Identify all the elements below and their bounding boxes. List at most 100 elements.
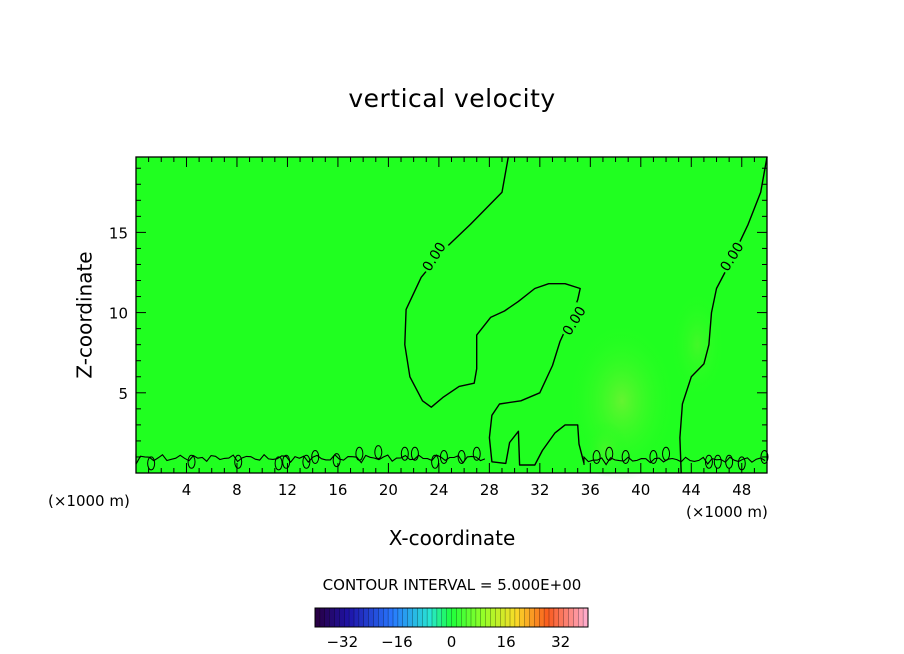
colorbar-cell [436,608,443,627]
colorbar-cell [466,608,472,627]
colorbar-tick-label: 16 [497,633,516,651]
colorbar-cell [373,608,379,627]
colorbar-cell [315,608,321,627]
colorbar-cell [514,608,521,627]
boundary-layer-contour [135,453,486,465]
y-tick-label: 10 [109,305,128,323]
colorbar-cell [505,608,511,627]
colorbar-cell [339,608,345,627]
small-contour [431,454,440,469]
x-tick-label: 20 [379,481,398,499]
colorbar-cell [388,608,394,627]
colorbar-cell [378,608,384,627]
small-contour [274,456,283,471]
colorbar-cell [393,608,399,627]
colorbar-cell [475,608,482,627]
contour-label-bg [418,237,450,276]
small-contour [439,449,448,464]
colorbar-cell [363,608,369,627]
small-contour [713,454,722,469]
small-contour [400,446,409,461]
colorbar-cell [368,608,374,627]
small-contour [472,446,481,461]
x-tick-label: 48 [732,481,751,499]
small-contour [760,449,769,464]
x-tick-label: 40 [631,481,650,499]
colorbar-cell [573,608,579,627]
colorbar-tick-label: 0 [447,633,457,651]
y-tick-label: 5 [118,385,128,403]
colorbar-cell [407,608,413,627]
small-contour [187,454,196,469]
colorbar-cell [402,608,408,627]
colorbar-cell [417,608,423,627]
colorbar-cell [397,608,404,627]
colorbar-cell [358,608,365,627]
small-contour [457,449,466,464]
colorbar-cell [480,608,486,627]
small-contour [311,449,320,464]
x-tick-label: 28 [480,481,499,499]
x-tick-label: 44 [682,481,701,499]
x-axis-ticks: 4 8 12 16 20 24 28 32 36 40 44 48 [148,157,755,499]
colorbar-cell [583,608,589,627]
colorbar-frame [314,607,589,628]
x-tick-label: 32 [530,481,549,499]
x-tick-label: 16 [328,481,347,499]
colorbar-cell [349,608,355,627]
boundary-layer-contour [583,455,766,466]
colorbar-cell [334,608,340,627]
x-tick-label: 4 [182,481,192,499]
small-contour [662,446,671,461]
small-contour [147,456,156,471]
zero-contours [404,156,768,474]
x-tick-label: 24 [429,481,448,499]
colorbar-cell [441,608,447,627]
colorbar-tick-label: −16 [381,633,413,651]
colorbar-cell [495,608,501,627]
contour-interval-label: CONTOUR INTERVAL = 5.000E+00 [322,576,582,594]
colorbar-cell [461,608,467,627]
colorbar-cell [432,608,438,627]
warm-patch [583,420,628,477]
colorbar-cell [383,608,389,627]
colorbar-cell [553,608,560,627]
colorbar-cell [519,608,525,627]
contour-label-bg [715,237,748,276]
colorbar-tick-labels: −32 −16 0 16 32 [326,633,570,651]
zero-contour-line [404,156,585,466]
colorbar-cell [451,608,457,627]
colorbar-cell [529,608,535,627]
small-contour [282,454,291,469]
small-contour [355,446,364,461]
colorbar-cell [549,608,555,627]
colorbar-cell [490,608,496,627]
colorbar-cell [568,608,574,627]
colorbar-cell [524,608,530,627]
colorbar-cell [534,608,540,627]
x-axis-label: X-coordinate [388,526,516,550]
colorbar-cell [344,608,350,627]
small-contour [332,453,341,468]
zero-contour-line [679,156,768,474]
colorbar-cell [354,608,360,627]
colorbar-cell [539,608,545,627]
x-unit-label-right: (×1000 m) [686,503,768,521]
y-axis-ticks: 5 10 15 [109,167,767,458]
small-contour [410,446,419,461]
colorbar-cell [319,608,326,627]
colorbar-cell [446,608,452,627]
small-contour [234,454,243,469]
x-unit-label-left: (×1000 m) [48,492,130,510]
colorbar-cell [456,608,462,627]
colorbar-cell [427,608,433,627]
small-contours [135,445,769,471]
colorbar-tick-label: 32 [551,633,570,651]
small-contour [592,449,601,464]
warm-patch [669,289,726,400]
colorbar-cell [324,608,330,627]
colorbar-cell [471,608,477,627]
colorbar-cell [563,608,569,627]
small-contour [704,454,713,469]
